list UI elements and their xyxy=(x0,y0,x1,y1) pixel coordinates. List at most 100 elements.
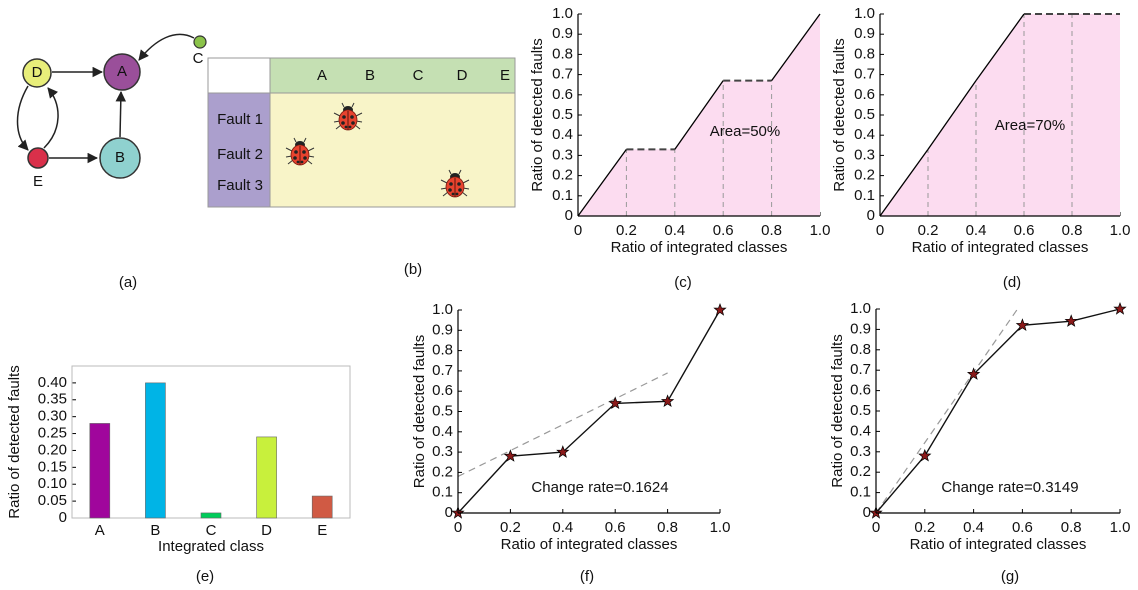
caption: (g) xyxy=(1001,568,1019,585)
x-axis-label: Integrated class xyxy=(158,538,264,555)
y-tick-label: 0.1 xyxy=(432,484,453,501)
x-tick-label: 0 xyxy=(574,222,582,239)
rise-segment xyxy=(927,80,977,150)
y-tick-label: 1.0 xyxy=(850,300,871,317)
y-tick-label: 0.35 xyxy=(38,391,67,408)
x-tick-label: D xyxy=(261,522,272,539)
trend-line xyxy=(457,372,668,477)
marker xyxy=(660,394,675,407)
y-tick-label: 0.10 xyxy=(38,475,67,492)
y-tick-label: 0.3 xyxy=(432,443,453,460)
node-label: E xyxy=(33,173,43,190)
column-header: C xyxy=(413,67,424,84)
bar xyxy=(311,495,333,519)
y-tick-label: 0 xyxy=(867,207,875,224)
caption: (d) xyxy=(1003,274,1021,291)
node-label: A xyxy=(117,63,127,80)
y-tick-label: 0.3 xyxy=(552,146,573,163)
y-tick-label: 0.1 xyxy=(552,187,573,204)
caption: (b) xyxy=(404,261,422,278)
y-tick-label: 0.25 xyxy=(38,425,67,442)
trend-line xyxy=(875,308,1019,514)
x-tick-label: 0.6 xyxy=(605,519,626,536)
rise-segment xyxy=(674,80,724,150)
node xyxy=(99,137,141,179)
marker xyxy=(556,445,570,458)
annotation: Area=70% xyxy=(995,117,1065,134)
caption: (a) xyxy=(119,274,137,291)
line xyxy=(457,309,721,514)
row-label: Fault 3 xyxy=(217,177,263,194)
x-tick-label: 0.4 xyxy=(664,222,685,239)
row-label: Fault 1 xyxy=(217,111,263,128)
x-tick-label: C xyxy=(206,522,217,539)
y-tick-label: 0 xyxy=(863,504,871,521)
y-axis-label: Ratio of detected faults xyxy=(411,335,428,488)
chart: 00.050.100.150.200.250.300.350.40 A B C D E In… xyxy=(6,365,351,585)
edge xyxy=(115,90,127,138)
y-tick-label: 0.8 xyxy=(432,342,453,359)
marker xyxy=(918,448,932,462)
y-tick-label: 0.9 xyxy=(854,25,875,42)
y-tick-label: 0.7 xyxy=(552,66,573,83)
marker xyxy=(713,303,727,316)
column-header: E xyxy=(500,67,510,84)
area xyxy=(880,14,1120,216)
y-tick-label: 0.40 xyxy=(38,374,67,391)
y-tick-label: 0.9 xyxy=(850,320,871,337)
x-axis-label: Ratio of integrated classes xyxy=(910,536,1087,553)
edge xyxy=(43,87,59,149)
y-tick-label: 0.5 xyxy=(552,106,573,123)
x-tick-label: 0.6 xyxy=(1012,519,1033,536)
annotation: Area=50% xyxy=(710,123,780,140)
column-header: A xyxy=(317,67,327,84)
x-axis-label: Ratio of integrated classes xyxy=(611,239,788,256)
y-tick-label: 0.4 xyxy=(552,126,573,143)
y-tick-label: 0.20 xyxy=(38,441,67,458)
marker xyxy=(608,396,622,410)
x-tick-label: 0.6 xyxy=(1014,222,1035,239)
x-tick-label: 0 xyxy=(872,519,880,536)
marker xyxy=(1113,302,1127,315)
edge xyxy=(138,33,195,61)
chart: 0 0.1 0.2 0.3 0.4 0.5 0.6 0.7 0.8 0.9 1.0 0 0.2 0.4 0.… xyxy=(529,5,830,291)
y-tick-label: 0.9 xyxy=(432,321,453,338)
edge xyxy=(16,85,29,151)
x-tick-label: 1.0 xyxy=(1110,519,1131,536)
rise-segment xyxy=(771,13,821,82)
y-tick-label: 0.7 xyxy=(850,361,871,378)
y-tick-label: 0.3 xyxy=(854,146,875,163)
y-tick-label: 0.2 xyxy=(552,167,573,184)
y-tick-label: 0.4 xyxy=(432,423,453,440)
x-tick-label: 0.2 xyxy=(918,222,939,239)
y-tick-label: 0.30 xyxy=(38,408,67,425)
y-tick-label: 0.1 xyxy=(854,187,875,204)
y-tick-label: 0.2 xyxy=(854,167,875,184)
y-tick-label: 0.6 xyxy=(850,382,871,399)
x-tick-label: 0.4 xyxy=(552,519,573,536)
x-tick-label: 0.4 xyxy=(963,519,984,536)
x-tick-label: 0.8 xyxy=(657,519,678,536)
y-axis-label: Ratio of detected faults xyxy=(829,334,846,487)
y-tick-label: 0.5 xyxy=(854,106,875,123)
x-tick-label: B xyxy=(150,522,160,539)
chart: 0 0.1 0.2 0.3 0.4 0.5 0.6 0.7 0.8 0.9 1.0 0 0.2 0.4 0.… xyxy=(831,5,1130,291)
y-tick-label: 1.0 xyxy=(854,5,875,22)
marker xyxy=(966,367,981,380)
y-axis-label: Ratio of detected faults xyxy=(6,365,23,518)
x-tick-label: A xyxy=(95,522,105,539)
x-axis-label: Ratio of integrated classes xyxy=(912,239,1089,256)
rise-segment xyxy=(577,148,627,217)
caption: (c) xyxy=(674,274,692,291)
y-tick-label: 0 xyxy=(59,509,67,526)
chart: 0 0.1 0.2 0.3 0.4 0.5 0.6 0.7 0.8 0.9 1.0 0 0.2 0.4 0.… xyxy=(829,300,1130,585)
y-tick-label: 0.4 xyxy=(850,422,871,439)
x-axis-label: Ratio of integrated classes xyxy=(501,536,678,553)
y-tick-label: 0.7 xyxy=(854,66,875,83)
x-tick-label: 0.6 xyxy=(713,222,734,239)
x-tick-label: 0.2 xyxy=(914,519,935,536)
x-tick-label: 1.0 xyxy=(710,519,731,536)
y-tick-label: 0.8 xyxy=(850,341,871,358)
y-tick-label: 0.6 xyxy=(854,86,875,103)
node-label: D xyxy=(32,64,43,81)
